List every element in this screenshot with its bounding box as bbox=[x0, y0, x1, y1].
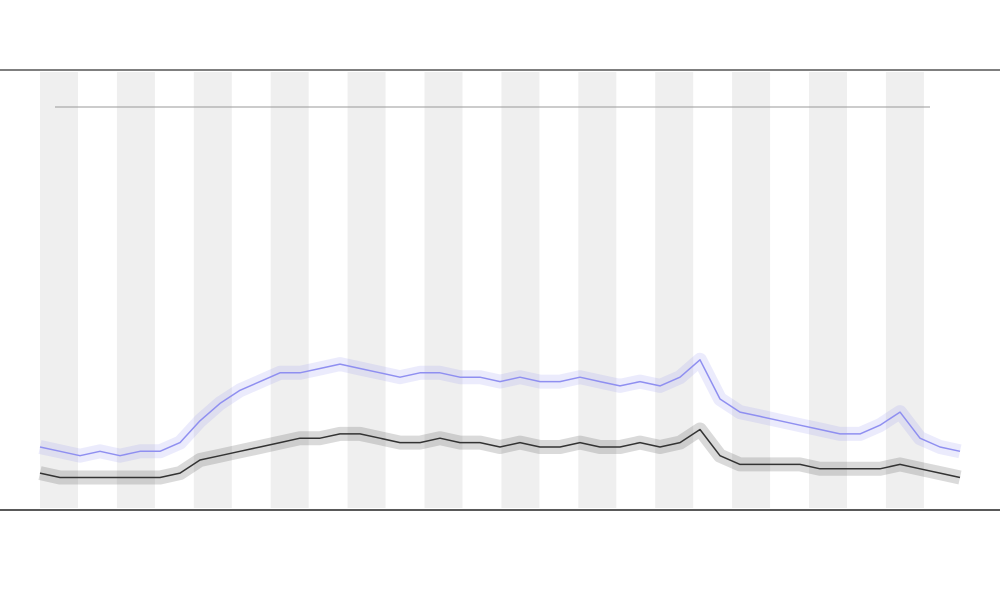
shade-band bbox=[424, 72, 463, 508]
shade-band bbox=[270, 72, 309, 508]
series-line bbox=[39, 359, 961, 457]
shade-band bbox=[809, 72, 847, 508]
shade-band bbox=[732, 72, 771, 508]
shade-band bbox=[655, 72, 694, 508]
shade-band bbox=[578, 72, 617, 508]
shade-band bbox=[193, 72, 232, 508]
shade-band bbox=[116, 72, 155, 508]
shade-band bbox=[40, 72, 78, 508]
series-line bbox=[39, 428, 961, 479]
shade-band bbox=[501, 72, 540, 508]
